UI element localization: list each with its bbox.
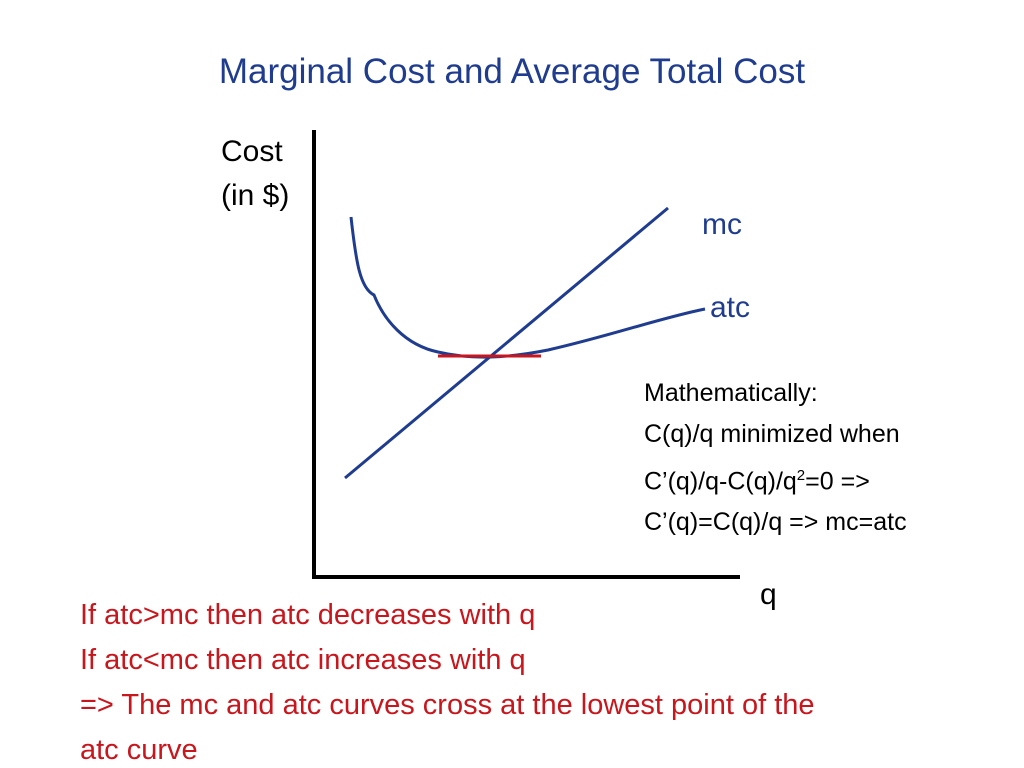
conclusion-line2: If atc<mc then atc increases with q [80,644,526,676]
math-note-line3-pre: C’(q)/q-C(q)/q [644,467,797,496]
math-note-line1: Mathematically: [644,379,818,407]
atc-curve-label: atc [710,291,751,324]
y-axis-label-line2: (in $) [221,179,290,212]
math-note-exponent: 2 [796,467,806,484]
y-axis-label-line1: Cost [221,135,283,168]
mc-curve-label: mc [702,208,742,241]
math-note-line3: C’(q)/q-C(q)/q2=0 => [644,455,907,502]
math-note-line2: C(q)/q minimized when [644,420,900,448]
math-note: Mathematically: C(q)/q minimized when C’… [644,373,907,543]
conclusion-line4: atc curve [80,734,198,766]
x-axis-label: q [760,578,777,611]
math-note-line3-post: =0 => [805,467,870,496]
conclusion-line3: => The mc and atc curves cross at the lo… [80,689,815,721]
conclusion-line1: If atc>mc then atc decreases with q [80,599,536,631]
atc-curve [349,216,706,359]
conclusion-text: If atc>mc then atc decreases with q If a… [80,593,980,768]
math-note-line4: C’(q)=C(q)/q => mc=atc [644,508,907,537]
mc-curve [344,206,669,480]
y-axis-label: Cost (in $) [221,130,289,218]
slide-title: Marginal Cost and Average Total Cost [218,52,806,91]
